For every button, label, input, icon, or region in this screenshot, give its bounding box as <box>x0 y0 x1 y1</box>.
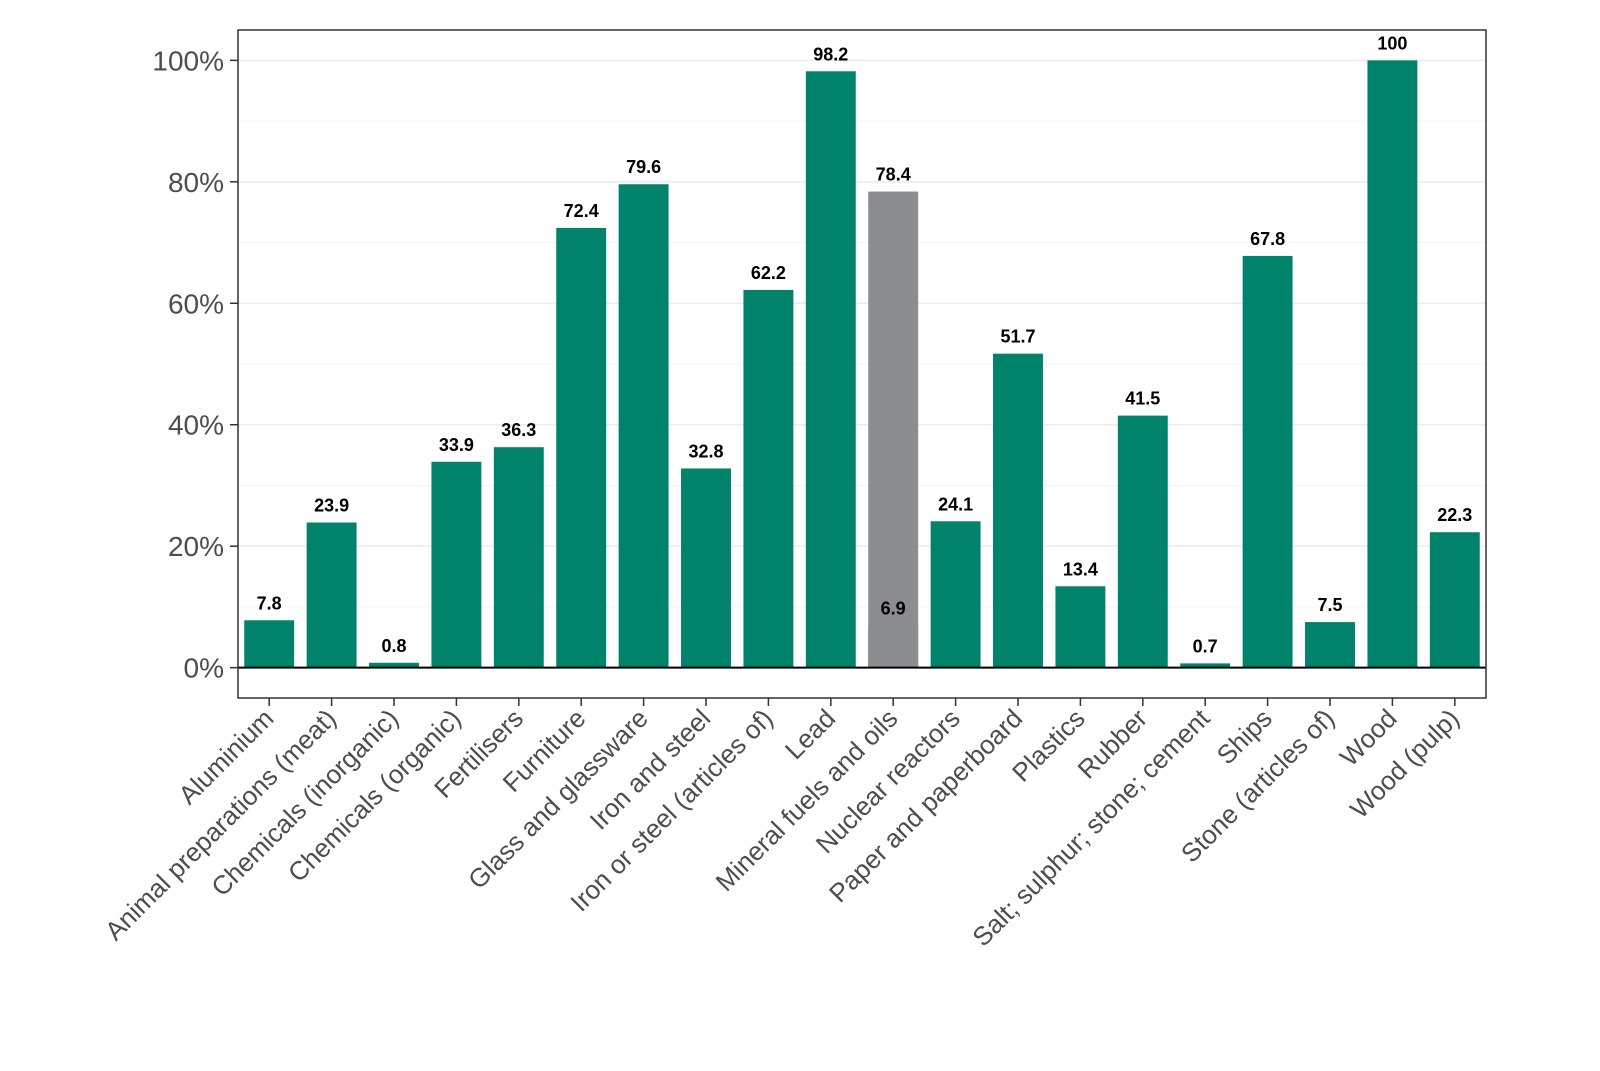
y-tick-label: 0% <box>184 653 224 684</box>
bar-green-18 <box>1367 60 1418 668</box>
data-label-10: 78.4 <box>876 165 911 185</box>
bar-green-8 <box>743 289 794 668</box>
bar-green-3 <box>431 461 482 668</box>
data-label-18: 100 <box>1377 33 1407 53</box>
bar-green-12 <box>993 353 1043 668</box>
data-label-16: 67.8 <box>1250 229 1285 249</box>
bar-grey-10 <box>868 191 919 668</box>
bar-green-1 <box>306 522 357 668</box>
data-label-11: 24.1 <box>938 494 973 514</box>
data-label-0: 7.8 <box>257 593 282 613</box>
data-label-17: 7.5 <box>1317 595 1342 615</box>
data-label-12: 51.7 <box>1000 327 1035 347</box>
bar-green-4 <box>493 447 544 668</box>
data-label-6: 79.6 <box>626 157 661 177</box>
data-label-15: 0.7 <box>1193 636 1218 656</box>
data-label-7: 32.8 <box>688 441 723 461</box>
bar-green-7 <box>681 468 731 668</box>
data-label-13: 13.4 <box>1063 559 1098 579</box>
y-tick-label: 60% <box>168 288 224 319</box>
bar-green-17 <box>1305 622 1355 668</box>
bars <box>244 60 1480 668</box>
bar-green-9 <box>805 71 856 668</box>
data-label-3: 33.9 <box>439 435 474 455</box>
y-tick-label: 100% <box>152 45 224 76</box>
bar-green-16 <box>1242 255 1293 668</box>
bar-green-19 <box>1429 532 1480 668</box>
data-label-14: 41.5 <box>1125 389 1160 409</box>
y-tick-label: 80% <box>168 167 224 198</box>
data-label-2: 0.8 <box>381 636 406 656</box>
data-label-10: 6.9 <box>881 599 906 619</box>
bar-green-6 <box>618 184 669 668</box>
bar-green-0 <box>244 620 295 668</box>
data-labels: 7.8 23.9 0.8 33.9 36.3 72.4 79.6 32.8 62.2 98.2 6.… <box>257 33 1473 656</box>
y-tick-label: 40% <box>168 410 224 441</box>
data-label-5: 72.4 <box>564 201 599 221</box>
bar-green-15 <box>1180 663 1231 668</box>
bar-green-14 <box>1117 415 1168 668</box>
bar-green-13 <box>1055 586 1106 668</box>
bar-green-11 <box>930 521 981 668</box>
bar-green-2 <box>369 662 419 668</box>
data-label-1: 23.9 <box>314 495 349 515</box>
plot-border <box>237 29 1487 699</box>
data-label-4: 36.3 <box>501 420 536 440</box>
data-label-19: 22.3 <box>1437 505 1472 525</box>
y-tick-label: 20% <box>168 531 224 562</box>
bar-green-5 <box>556 227 607 668</box>
data-label-8: 62.2 <box>751 263 786 283</box>
data-label-9: 98.2 <box>813 44 848 64</box>
